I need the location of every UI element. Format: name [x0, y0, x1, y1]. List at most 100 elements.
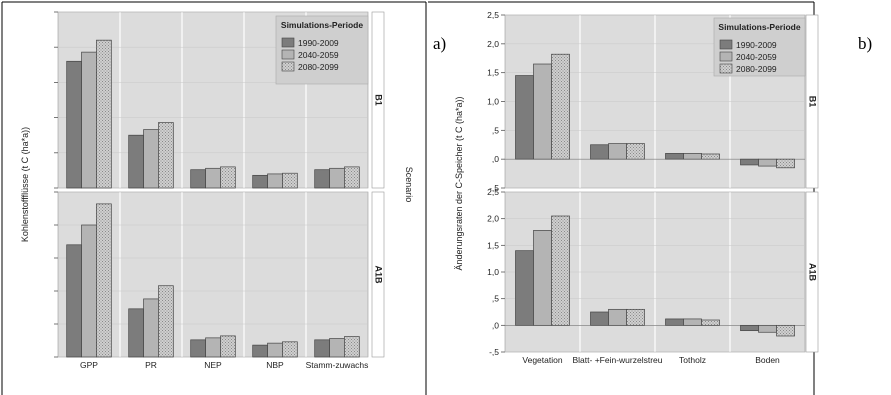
bar-b1-5-1 — [314, 169, 330, 189]
facet-label: A1B — [374, 265, 384, 284]
bar-a1b-4-3 — [282, 341, 298, 358]
x-category-label: GPP — [80, 360, 98, 370]
y-axis-label: Kohlenstoffflüsse (t C (ha*a)) — [20, 127, 30, 242]
bar-a1b-1-1 — [515, 250, 534, 326]
legend-swatch — [281, 37, 295, 48]
facet-strip — [805, 14, 819, 189]
bar-a1b-3-3 — [220, 335, 236, 358]
bar-b1-1-3 — [551, 53, 570, 160]
y-tick-label: ,0 — [492, 154, 499, 164]
bar-b1-3-1 — [665, 153, 684, 160]
bar-b1-3-1 — [190, 169, 206, 189]
y-tick-label: ,5 — [492, 125, 499, 135]
facet-strip — [371, 191, 385, 358]
bar-a1b-2-1 — [590, 311, 609, 326]
bar-a1b-2-2 — [143, 298, 159, 358]
bar-b1-3-3 — [220, 166, 236, 189]
bar-a1b-4-2 — [758, 324, 777, 333]
y-tick-label: 2,5 — [487, 10, 499, 20]
bar-b1-2-1 — [590, 144, 609, 160]
legend-swatch — [719, 39, 733, 50]
facet-label: A1B — [808, 263, 818, 282]
y-axis-label: Änderungsraten der C-Speicher (t C (ha*a… — [454, 96, 464, 270]
bar-a1b-2-3 — [626, 308, 645, 326]
bar-a1b-4-1 — [740, 324, 759, 332]
x-category-label: Totholz — [679, 355, 706, 365]
y-tick-label: 2,0 — [487, 214, 499, 224]
bar-a1b-1-2 — [533, 230, 552, 326]
bar-a1b-4-3 — [776, 324, 795, 337]
facet-panel-a1b: A1B — [54, 191, 385, 358]
bar-b1-2-3 — [626, 143, 645, 160]
bar-b1-4-2 — [758, 158, 777, 167]
y-tick-label: 2,0 — [487, 39, 499, 49]
legend-title: Simulations-Periode — [718, 22, 800, 32]
panel-label: b) — [858, 34, 872, 53]
y-tick-label: -,5 — [489, 183, 499, 193]
chart-storage-change-rates: b) -,5 ,0 ,5 1,0 1,5 2,0 2,5 B1 -,5 ,0 ,5 1,0 1,5 2,0 2… — [428, 1, 872, 395]
x-category-label: Vegetation — [522, 355, 562, 365]
x-category-label: Blatt- +Fein-wurzelstreu — [573, 355, 663, 365]
bar-a1b-2-2 — [608, 308, 627, 326]
facet-strip — [371, 11, 385, 189]
bar-b1-2-2 — [143, 129, 159, 189]
y-tick-label: -,5 — [489, 347, 499, 357]
bar-b1-3-3 — [701, 153, 720, 160]
x-category-label: PR — [145, 360, 157, 370]
legend-entry: 1990-2009 — [736, 40, 777, 50]
bar-b1-2-3 — [158, 122, 174, 189]
y-tick-label: 1,5 — [487, 240, 499, 250]
legend-entry: 1990-2009 — [298, 38, 339, 48]
x-category-label: NEP — [204, 360, 222, 370]
bar-a1b-4-1 — [252, 344, 268, 358]
legend-swatch — [281, 49, 295, 60]
x-category-label: NBP — [266, 360, 284, 370]
bar-a1b-2-1 — [128, 308, 144, 358]
bar-a1b-1-2 — [81, 224, 97, 358]
bar-b1-1-1 — [66, 60, 82, 189]
bar-a1b-5-1 — [314, 339, 330, 358]
legend: Simulations-Periode 1990-2009 2040-2059 208… — [275, 15, 369, 85]
bar-b1-3-2 — [205, 167, 221, 189]
bar-a1b-3-2 — [205, 337, 221, 358]
bar-b1-4-3 — [776, 158, 795, 169]
bar-a1b-3-1 — [665, 318, 684, 326]
y-tick-label: 1,5 — [487, 68, 499, 78]
bar-a1b-5-2 — [329, 338, 345, 358]
facet-panel-a1b: -,5 ,0 ,5 1,0 1,5 2,0 2,5 A1B — [487, 187, 819, 357]
facet-label: B1 — [808, 96, 818, 108]
legend-title: Simulations-Periode — [281, 20, 363, 30]
y-tick-label: 2,5 — [487, 187, 499, 197]
legend-entry: 2040-2059 — [736, 52, 777, 62]
y-tick-label: ,0 — [492, 320, 499, 330]
bar-b1-5-2 — [329, 167, 345, 189]
bar-b1-1-2 — [81, 51, 97, 189]
panel-label: a) — [433, 34, 446, 53]
bar-a1b-1-1 — [66, 244, 82, 358]
legend-entry: 2040-2059 — [298, 50, 339, 60]
legend-entry: 2080-2099 — [736, 64, 777, 74]
x-category-label: Boden — [755, 355, 780, 365]
bar-b1-3-2 — [683, 153, 702, 160]
legend-swatch — [719, 63, 733, 74]
bar-b1-2-1 — [128, 134, 144, 189]
bar-b1-1-2 — [533, 63, 552, 160]
y-tick-label: ,5 — [492, 294, 499, 304]
legend-swatch — [281, 61, 295, 72]
y-tick-label: 1,0 — [487, 267, 499, 277]
chart-carbon-fluxes: a) B1 A1B GPP PR NEP NBP Stamm-zuwachs Kohlensto… — [1, 1, 446, 395]
bar-b1-1-1 — [515, 75, 534, 160]
bar-b1-4-3 — [282, 172, 298, 189]
bar-b1-5-3 — [344, 166, 360, 189]
legend-swatch — [719, 51, 733, 62]
bar-a1b-4-2 — [267, 342, 283, 358]
facet-variable-label: Scenario — [404, 167, 414, 203]
x-category-label: Stamm-zuwachs — [306, 360, 369, 370]
facet-label: B1 — [374, 94, 384, 106]
bar-b1-2-2 — [608, 143, 627, 160]
bar-a1b-1-3 — [551, 215, 570, 326]
bar-b1-4-1 — [252, 174, 268, 189]
facet-strip — [805, 191, 819, 353]
bar-a1b-3-2 — [683, 318, 702, 326]
